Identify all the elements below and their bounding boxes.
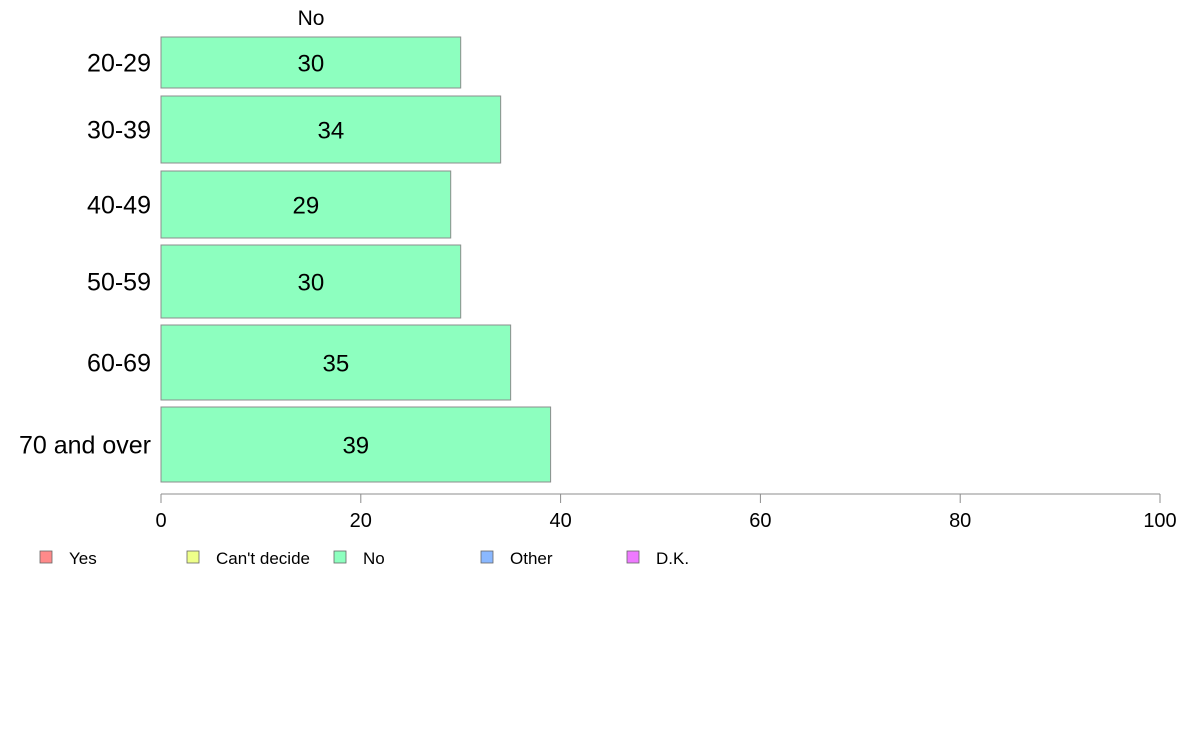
bar-20-29	[160, 36, 462, 89]
legend-swatch	[39, 550, 53, 564]
category-label: 60-69	[87, 350, 151, 378]
legend-swatch	[186, 550, 200, 564]
legend-swatch	[333, 550, 347, 564]
legend-swatch	[626, 550, 640, 564]
legend-label: Can't decide	[216, 549, 310, 568]
legend-label: D.K.	[656, 549, 689, 568]
x-tick-label: 40	[549, 510, 571, 532]
x-tick-label: 0	[155, 510, 166, 532]
value-label: 29	[293, 193, 320, 220]
legend-swatch	[480, 550, 494, 564]
bar-70-and-over	[160, 406, 552, 483]
category-label: 20-29	[87, 50, 151, 78]
x-tick-label: 20	[350, 510, 372, 532]
value-label: 39	[342, 433, 369, 460]
legend-label: Other	[510, 549, 553, 568]
bar-40-49	[160, 170, 452, 239]
bar-30-39	[160, 95, 502, 164]
category-label: 40-49	[87, 192, 151, 220]
value-label: 30	[297, 270, 324, 297]
category-label: 30-39	[87, 117, 151, 145]
column-title: No	[298, 7, 325, 30]
value-label: 30	[297, 51, 324, 78]
bars-group: 20-29 30 30-39 34 40-49 29 50-59 30 60-69 35 70 an…	[19, 36, 552, 483]
x-tick-label: 80	[949, 510, 971, 532]
legend-label: Yes	[69, 549, 97, 568]
bar-50-59	[160, 244, 462, 319]
legend-label: No	[363, 549, 385, 568]
category-label: 70 and over	[19, 432, 151, 460]
x-axis: 0 20 40 60 80 100	[155, 493, 1177, 532]
legend: Yes Can't decide No Other D.K.	[39, 549, 689, 568]
category-label: 50-59	[87, 269, 151, 297]
bar-60-69	[160, 324, 512, 401]
value-label: 34	[317, 118, 344, 145]
x-tick-label: 100	[1143, 510, 1176, 532]
value-label: 35	[322, 351, 349, 378]
x-tick-label: 60	[749, 510, 771, 532]
